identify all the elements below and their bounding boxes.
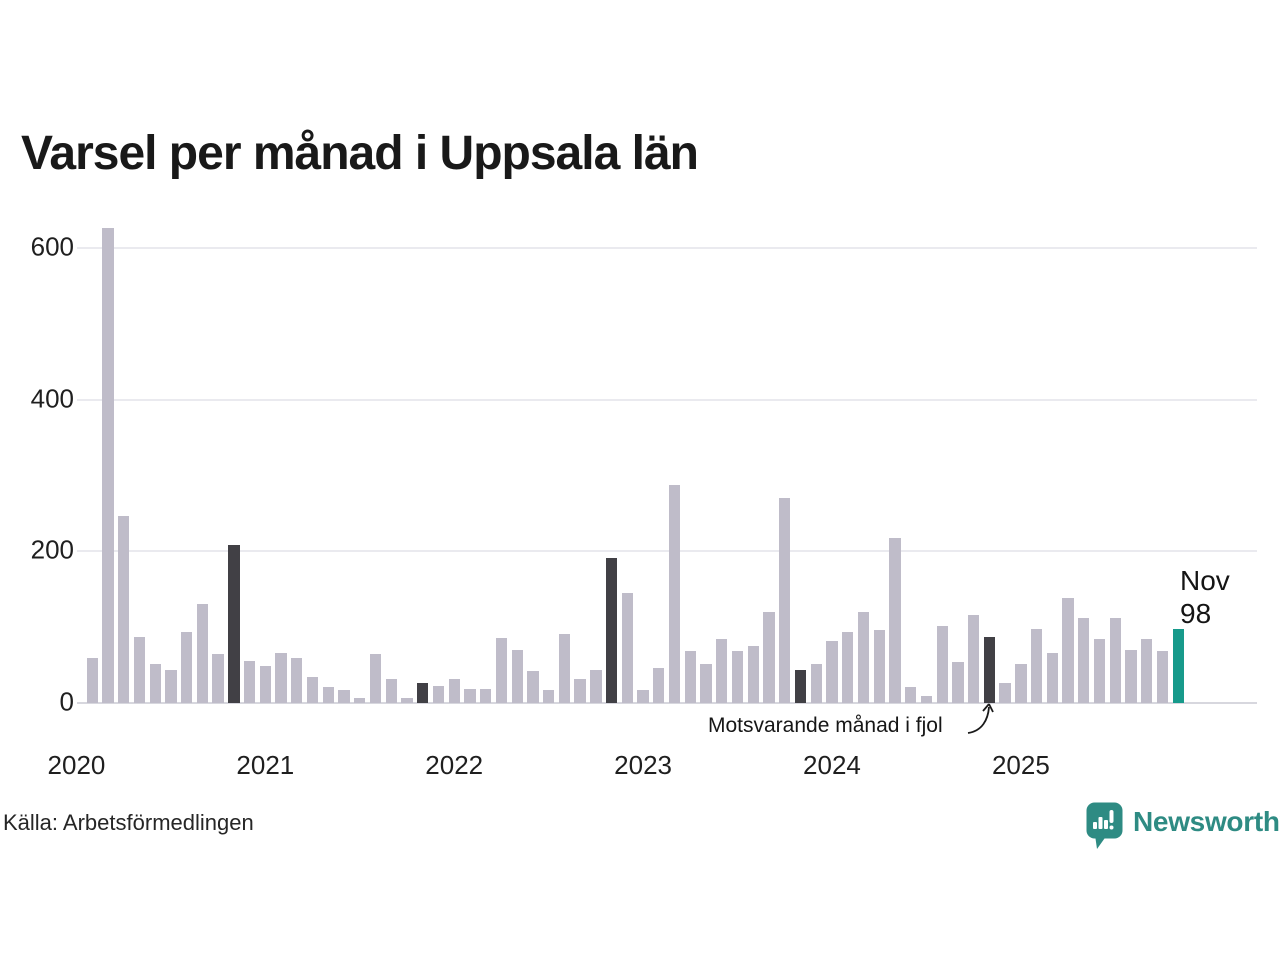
- bar: [464, 689, 476, 703]
- bar: [1109, 618, 1121, 703]
- x-axis-year-label: 2022: [425, 750, 484, 780]
- current-bar-label: Nov 98: [1180, 564, 1230, 630]
- bar: [905, 687, 917, 703]
- bar: [952, 662, 964, 703]
- bar: [637, 690, 649, 703]
- y-axis-tick-label: 600: [30, 231, 74, 262]
- bar-same-month-last-year: [417, 683, 429, 703]
- bar: [731, 651, 744, 703]
- x-axis-year-label: 2023: [614, 750, 673, 780]
- bar-same-month-last-year: [794, 670, 807, 703]
- bar: [1030, 629, 1043, 703]
- bar: [322, 687, 334, 703]
- bar: [810, 664, 822, 703]
- bar: [1156, 651, 1169, 703]
- bar: [999, 683, 1011, 703]
- bar: [747, 646, 759, 703]
- bar: [1046, 653, 1058, 703]
- bar: [857, 612, 870, 703]
- source-caption: Källa: Arbetsförmedlingen: [3, 810, 254, 835]
- bar: [873, 630, 885, 703]
- bar: [668, 485, 681, 703]
- x-axis-year-label: 2024: [803, 750, 861, 780]
- bar: [338, 690, 350, 703]
- bar: [448, 679, 460, 703]
- bar: [306, 677, 319, 703]
- bar-same-month-last-year: [228, 545, 240, 703]
- x-axis-year-label: 2021: [236, 750, 295, 780]
- newsworthy-logo: Newsworthy: [1086, 802, 1280, 850]
- x-axis-year-label: 2020: [47, 750, 106, 780]
- bar: [212, 654, 224, 703]
- bar: [700, 664, 712, 703]
- bar: [102, 228, 114, 703]
- bar: [196, 604, 209, 703]
- bar: [889, 538, 901, 703]
- bar: [369, 654, 382, 703]
- bar: [716, 639, 728, 703]
- bar: [527, 671, 539, 703]
- annotation-arrow-icon: [967, 703, 994, 734]
- annotation-last-year: Motsvarande månad i fjol: [708, 714, 943, 737]
- current-bar-value: 98: [1180, 598, 1212, 630]
- gridline: [77, 398, 1257, 401]
- bar: [1015, 664, 1027, 703]
- bar: [920, 696, 933, 703]
- bar: [243, 661, 256, 703]
- bar: [149, 664, 161, 703]
- gridline: [77, 550, 1257, 553]
- bar: [291, 658, 303, 703]
- newsworthy-bubble-icon: [1086, 802, 1123, 849]
- bar: [180, 632, 193, 703]
- bar-current-month: [1172, 629, 1184, 703]
- current-bar-month: Nov: [1180, 565, 1230, 596]
- bar: [275, 653, 287, 703]
- bar: [354, 698, 366, 703]
- bar: [1125, 650, 1137, 703]
- bar-same-month-last-year: [983, 637, 996, 703]
- x-axis-year-label: 2025: [991, 750, 1050, 780]
- bar: [401, 698, 413, 703]
- bar: [826, 641, 838, 703]
- bar: [763, 612, 775, 703]
- bar: [495, 638, 508, 703]
- x-axis-line: [77, 702, 1257, 704]
- chart-title: Varsel per månad i Uppsala län: [21, 127, 699, 180]
- bar: [653, 668, 665, 703]
- bar: [574, 679, 586, 703]
- bar: [165, 670, 177, 703]
- bar: [590, 670, 602, 703]
- bar-same-month-last-year: [605, 558, 618, 703]
- bar: [621, 593, 634, 703]
- bar: [480, 689, 492, 703]
- bar: [1093, 639, 1106, 703]
- y-axis-tick-label: 200: [30, 534, 74, 565]
- bar: [432, 686, 445, 703]
- bar: [842, 632, 854, 703]
- bar: [1078, 618, 1090, 703]
- bar: [511, 650, 523, 703]
- bar: [543, 690, 555, 703]
- y-axis-tick-label: 0: [59, 686, 74, 717]
- y-axis-tick-label: 400: [30, 382, 74, 413]
- bar: [967, 615, 980, 703]
- bar: [558, 634, 571, 703]
- bar: [385, 679, 397, 703]
- bar: [684, 651, 696, 703]
- bar: [86, 658, 98, 703]
- bar: [779, 498, 791, 703]
- bar: [1062, 598, 1074, 703]
- bar: [259, 666, 271, 703]
- gridline: [77, 247, 1257, 250]
- bar: [936, 626, 948, 703]
- bar: [133, 637, 146, 703]
- bar: [118, 516, 130, 703]
- newsworthy-wordmark: Newsworthy: [1133, 806, 1280, 837]
- bar: [1141, 639, 1153, 703]
